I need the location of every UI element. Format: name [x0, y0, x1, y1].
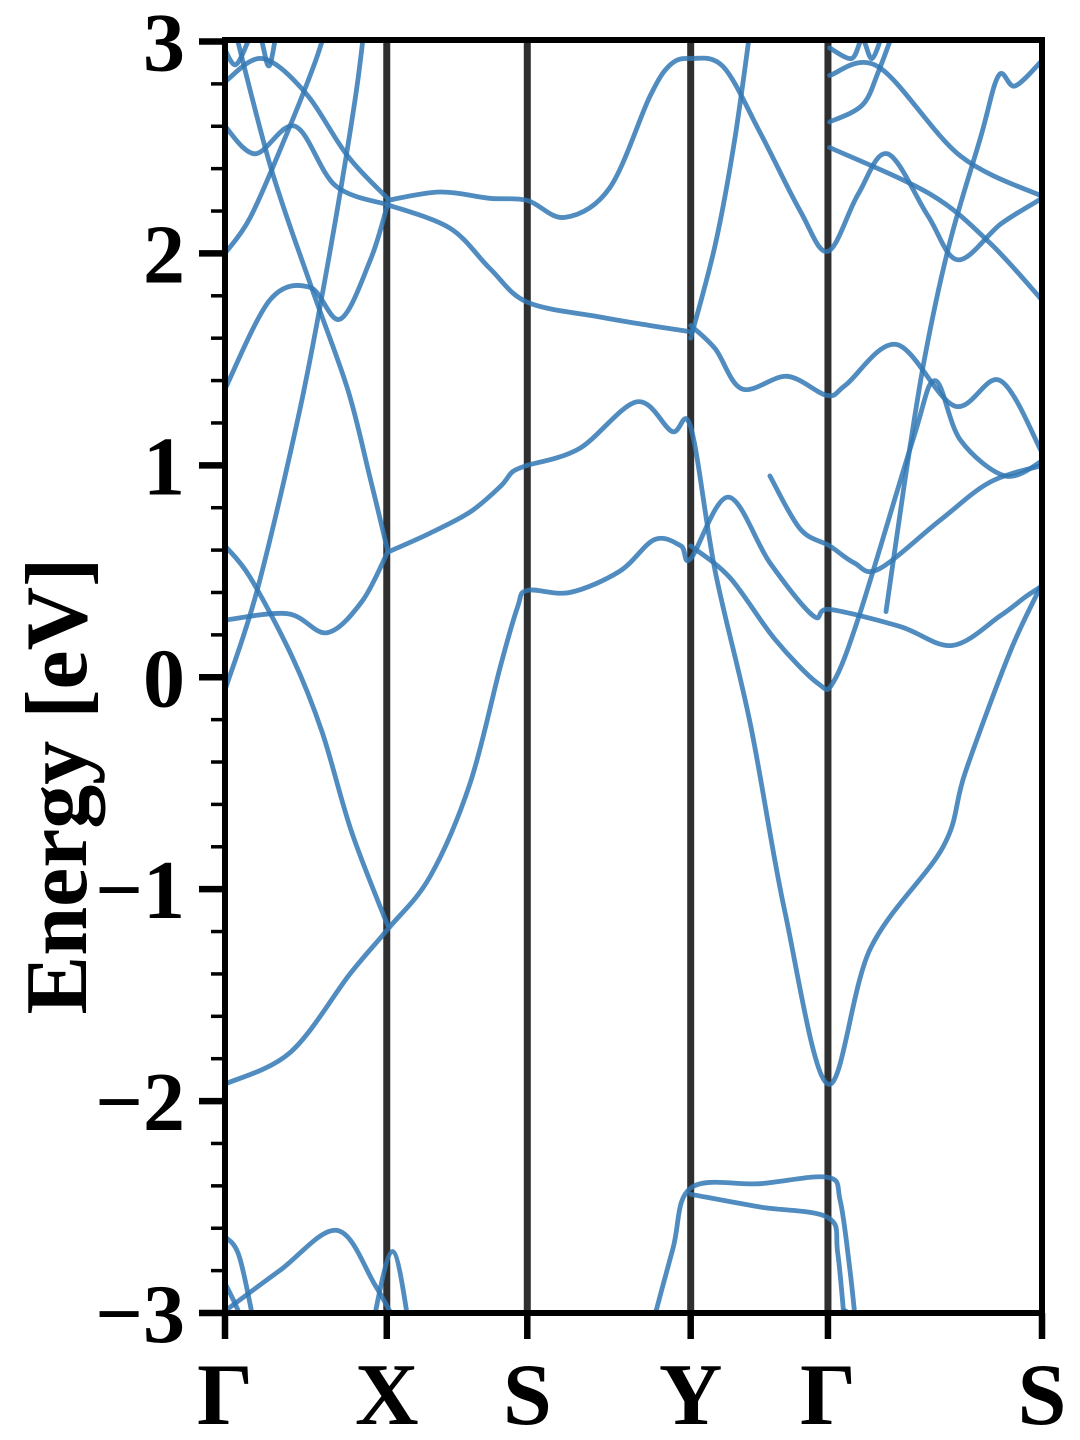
band-25	[688, 378, 1042, 692]
band-07	[225, 543, 390, 928]
band-29	[688, 1191, 847, 1313]
band-18	[827, 145, 1042, 303]
y-tick-label: 0	[143, 632, 185, 725]
band-04	[225, 123, 390, 208]
axes-frame	[222, 37, 1045, 1316]
band-11	[225, 494, 1042, 1087]
band-17	[385, 202, 694, 335]
band-10	[225, 202, 390, 392]
band-28	[653, 1174, 858, 1313]
k-point-label-4: Γ	[800, 1347, 856, 1440]
band-23	[524, 399, 1042, 1087]
k-point-label-5: S	[1018, 1347, 1067, 1440]
y-tick-label: 1	[143, 420, 185, 513]
band-15	[372, 1249, 410, 1313]
band-22	[883, 58, 1042, 614]
band-14	[225, 1227, 394, 1313]
band-24	[688, 323, 1042, 455]
y-axis-label: Energy [eV]	[9, 557, 106, 1015]
y-tick-label: −1	[95, 844, 185, 937]
y-tick-label: 3	[143, 0, 185, 90]
k-point-label-2: S	[503, 1347, 552, 1440]
band-lines	[225, 40, 1042, 1313]
band-08	[225, 40, 366, 693]
band-21	[827, 40, 883, 61]
band-16	[385, 55, 1042, 263]
band-27	[688, 40, 752, 341]
band-12	[225, 1234, 255, 1313]
k-point-label-1: X	[355, 1347, 419, 1440]
y-tick-label: 2	[143, 208, 185, 301]
k-point-label-0: Γ	[197, 1347, 253, 1440]
band-31	[385, 462, 530, 555]
y-tick-label: −2	[95, 1056, 185, 1149]
band-05	[225, 40, 325, 256]
k-point-label-3: Y	[659, 1347, 723, 1440]
band-09	[225, 549, 390, 636]
band-26	[767, 462, 1042, 575]
band-19	[827, 59, 1042, 199]
y-tick-label: −3	[95, 1268, 185, 1361]
